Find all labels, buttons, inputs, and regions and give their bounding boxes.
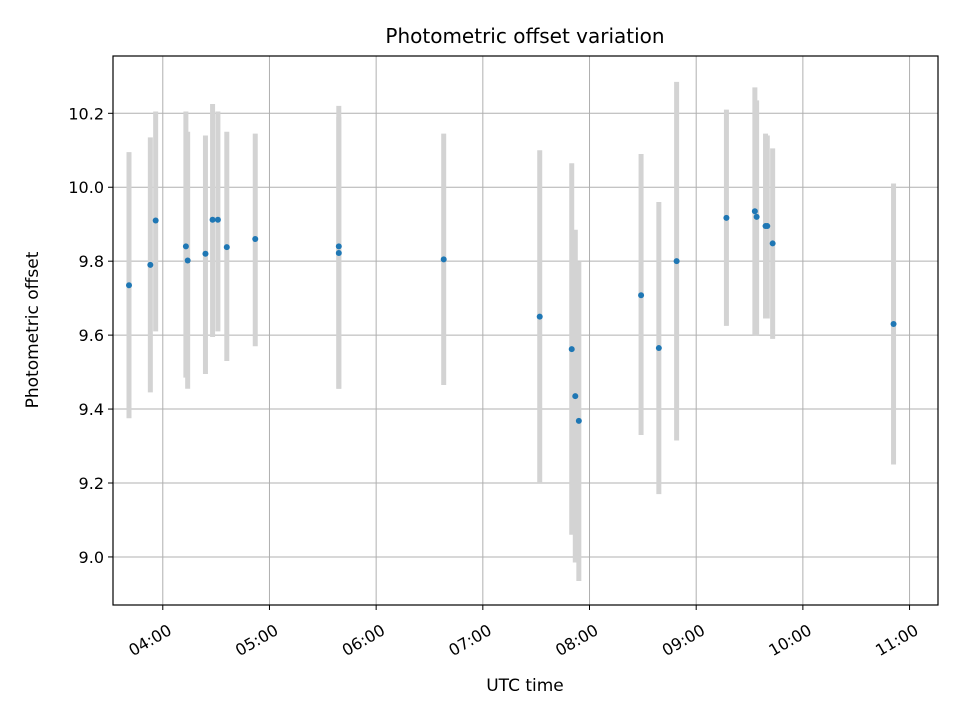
data-point (152, 217, 159, 224)
data-point (723, 214, 730, 221)
data-point (751, 208, 758, 215)
data-point (126, 282, 133, 289)
x-axis-label: UTC time (486, 676, 564, 696)
y-tick-label: 9.8 (79, 252, 104, 271)
data-point (575, 417, 582, 424)
y-tick-label: 10.2 (68, 104, 104, 123)
data-point (214, 216, 221, 223)
data-point (568, 346, 575, 353)
data-point (202, 250, 209, 257)
data-point (655, 345, 662, 352)
data-point (223, 244, 230, 251)
y-tick-label: 9.0 (79, 548, 104, 567)
y-tick-label: 9.4 (79, 400, 104, 419)
data-point (335, 250, 342, 257)
data-points (126, 208, 897, 424)
data-point (769, 240, 776, 247)
y-axis-ticks: 9.0 9.2 9.4 9.6 9.8 10.0 10.2 (68, 104, 113, 567)
data-point (252, 236, 259, 242)
data-point (673, 258, 680, 265)
y-tick-label: 9.2 (79, 474, 104, 493)
chart-title: Photometric offset variation (385, 24, 664, 48)
grid (113, 56, 938, 605)
data-point (638, 292, 645, 299)
data-point (572, 393, 579, 400)
data-point (335, 243, 342, 250)
data-point (753, 213, 760, 220)
data-point (890, 321, 897, 328)
data-point (764, 223, 771, 230)
data-point (536, 313, 543, 320)
data-point (209, 216, 216, 223)
data-point (147, 261, 154, 268)
y-tick-label: 9.6 (79, 326, 104, 345)
plot-frame (112, 55, 939, 606)
data-point (182, 243, 189, 250)
y-axis-label: Photometric offset (23, 251, 43, 408)
data-point (184, 257, 191, 264)
y-tick-label: 10.0 (68, 178, 104, 197)
data-point (440, 256, 447, 263)
